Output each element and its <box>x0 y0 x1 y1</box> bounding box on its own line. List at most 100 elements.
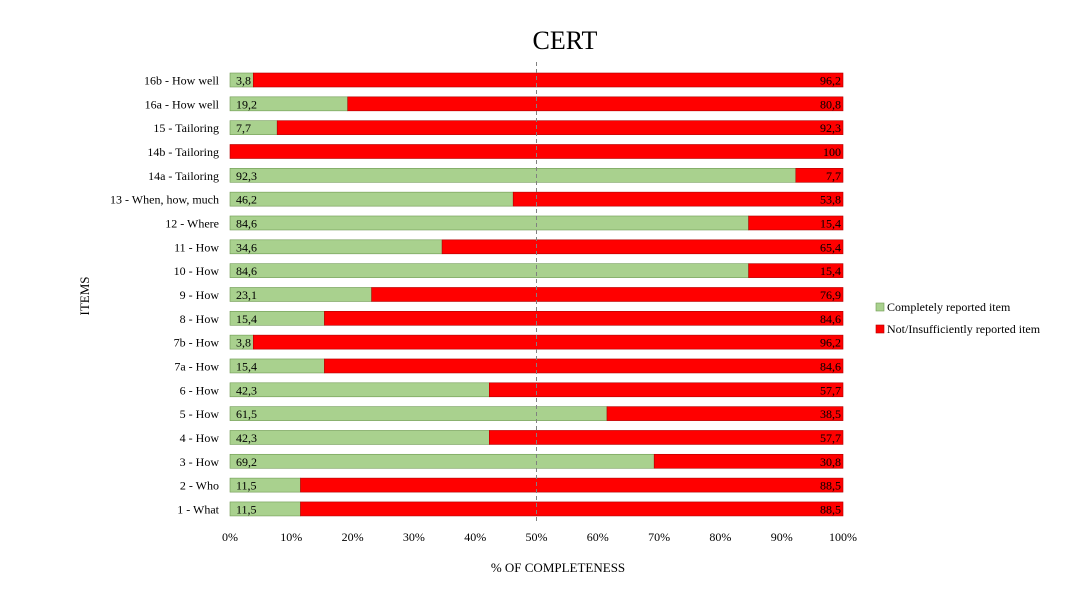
bar-not-reported <box>371 287 844 302</box>
bar-not-reported <box>488 382 844 398</box>
category-label: 3 - How <box>180 455 220 469</box>
bar-not-reported <box>276 120 844 135</box>
bar-not-reported <box>324 358 844 374</box>
data-label-not-reported: 53,8 <box>820 193 841 207</box>
chart-title: CERT <box>533 26 598 55</box>
legend-label: Not/Insufficiently reported item <box>887 322 1041 336</box>
data-label-not-reported: 84,6 <box>820 312 841 326</box>
legend-label: Completely reported item <box>887 300 1011 314</box>
category-labels: 1 - What 2 - Who 3 - How 4 - How 5 - How 6 - … <box>110 74 220 517</box>
bars-layer: 11,5 88,5 11,5 88,5 69,2 30,8 42,3 57,7 61,5 38,5… <box>229 72 844 516</box>
category-label: 15 - Tailoring <box>153 121 219 135</box>
x-tick-label: 30% <box>403 530 425 544</box>
category-label: 7b - How <box>174 336 220 350</box>
category-label: 16b - How well <box>144 74 220 88</box>
data-label-not-reported: 76,9 <box>820 288 841 302</box>
data-label-not-reported: 30,8 <box>820 455 841 469</box>
y-axis-title: ITEMS <box>77 277 92 316</box>
data-label-completely-reported: 84,6 <box>236 216 257 230</box>
data-label-completely-reported: 7,7 <box>236 121 251 135</box>
bar-not-reported <box>252 334 844 350</box>
bar-not-reported <box>512 191 844 207</box>
category-label: 14a - Tailoring <box>148 169 219 183</box>
category-label: 7a - How <box>174 359 219 373</box>
legend-swatch <box>875 324 885 334</box>
bar-not-reported <box>300 477 844 493</box>
data-label-completely-reported: 69,2 <box>236 455 257 469</box>
bar-not-reported <box>748 215 844 231</box>
category-label: 2 - Who <box>180 479 219 493</box>
data-label-not-reported: 88,5 <box>820 479 841 493</box>
data-label-not-reported: 65,4 <box>820 240 841 254</box>
bar-not-reported <box>488 430 844 445</box>
bar-completely-reported <box>229 406 608 421</box>
x-tick-label: 10% <box>280 530 302 544</box>
data-label-completely-reported: 46,2 <box>236 193 257 207</box>
bar-not-reported <box>324 310 844 326</box>
bar-completely-reported <box>229 382 490 398</box>
data-label-not-reported: 7,7 <box>826 169 841 183</box>
bar-completely-reported <box>229 453 655 469</box>
bar-completely-reported <box>229 191 514 207</box>
bar-completely-reported <box>229 263 749 278</box>
category-label: 10 - How <box>174 264 220 278</box>
category-label: 8 - How <box>180 312 220 326</box>
bar-not-reported <box>441 239 844 255</box>
data-label-completely-reported: 19,2 <box>236 97 257 111</box>
data-label-completely-reported: 84,6 <box>236 264 257 278</box>
data-label-completely-reported: 34,6 <box>236 240 257 254</box>
bar-not-reported <box>795 168 844 183</box>
data-label-completely-reported: 15,4 <box>236 312 257 326</box>
category-label: 5 - How <box>180 407 220 421</box>
data-label-completely-reported: 3,8 <box>236 336 251 350</box>
data-label-completely-reported: 92,3 <box>236 169 257 183</box>
bar-not-reported <box>252 72 844 88</box>
data-label-not-reported: 96,2 <box>820 74 841 88</box>
category-label: 1 - What <box>177 502 219 516</box>
data-label-not-reported: 88,5 <box>820 502 841 516</box>
x-tick-labels: 0% 10% 20% 30% 40% 50% 60% 70% 80% 90% 100% <box>222 530 857 544</box>
legend-swatch <box>875 302 885 312</box>
bar-completely-reported <box>229 168 797 183</box>
data-label-not-reported: 92,3 <box>820 121 841 135</box>
bar-completely-reported <box>229 215 749 231</box>
x-tick-label: 50% <box>526 530 548 544</box>
data-label-not-reported: 80,8 <box>820 97 841 111</box>
data-label-completely-reported: 42,3 <box>236 383 257 397</box>
x-tick-label: 90% <box>771 530 793 544</box>
bar-not-reported <box>748 263 844 278</box>
data-label-not-reported: 96,2 <box>820 336 841 350</box>
data-label-completely-reported: 23,1 <box>236 288 257 302</box>
bar-completely-reported <box>229 239 443 255</box>
category-label: 12 - Where <box>165 216 219 230</box>
data-label-completely-reported: 3,8 <box>236 74 251 88</box>
data-label-completely-reported: 11,5 <box>236 502 257 516</box>
data-label-not-reported: 15,4 <box>820 264 841 278</box>
x-tick-label: 100% <box>829 530 857 544</box>
category-label: 16a - How well <box>145 97 220 111</box>
bar-not-reported <box>347 96 844 112</box>
data-label-not-reported: 57,7 <box>820 383 841 397</box>
x-axis-title: % OF COMPLETENESS <box>491 560 625 575</box>
data-label-completely-reported: 11,5 <box>236 479 257 493</box>
data-label-completely-reported: 61,5 <box>236 407 257 421</box>
data-label-not-reported: 38,5 <box>820 407 841 421</box>
data-label-not-reported: 84,6 <box>820 359 841 373</box>
bar-completely-reported <box>229 430 490 445</box>
category-label: 14b - Tailoring <box>147 145 219 159</box>
x-tick-label: 0% <box>222 530 238 544</box>
data-label-not-reported: 57,7 <box>820 431 841 445</box>
category-label: 9 - How <box>180 288 220 302</box>
x-tick-label: 80% <box>709 530 731 544</box>
x-tick-label: 70% <box>648 530 670 544</box>
category-label: 13 - When, how, much <box>110 193 219 207</box>
x-tick-label: 20% <box>342 530 364 544</box>
category-label: 4 - How <box>180 431 220 445</box>
category-label: 11 - How <box>174 240 219 254</box>
data-label-not-reported: 100 <box>823 145 841 159</box>
x-tick-label: 60% <box>587 530 609 544</box>
legend: Completely reported item Not/Insufficient… <box>875 300 1041 336</box>
bar-not-reported <box>653 453 844 469</box>
data-label-completely-reported: 15,4 <box>236 359 257 373</box>
